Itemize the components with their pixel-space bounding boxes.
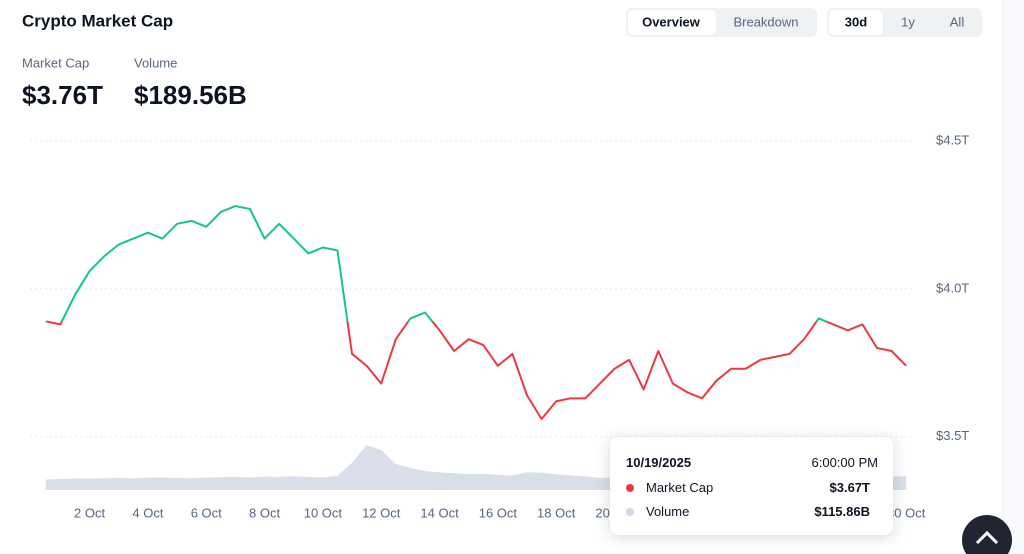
range-tab[interactable]: 30d [845,14,867,29]
stat-value: $189.56B [134,80,247,110]
x-tick-label: 4 Oct [132,505,163,520]
x-tick-label: 12 Oct [362,505,401,520]
stat-label: Market Cap [22,55,89,70]
y-tick-label: $4.0T [936,280,969,295]
side-panel [1003,0,1024,554]
tooltip-date: 10/19/2025 [626,455,692,470]
x-tick-label: 8 Oct [249,505,280,520]
view-tab-active[interactable] [628,10,716,35]
x-tick-label: 10 Oct [304,505,343,520]
tooltip-value: $115.86B [814,504,870,519]
title: Crypto Market Cap [22,11,173,30]
market-cap-line [45,205,907,421]
x-tick-label: 14 Oct [420,505,459,520]
tooltip-name: Market Cap [646,480,714,495]
stat-value: $3.76T [22,80,103,110]
x-tick-label: 2 Oct [74,505,105,520]
x-tick-label: 16 Oct [479,505,518,520]
tooltip-time: 6:00:00 PM [811,455,879,470]
tooltip-name: Volume [646,504,690,519]
range-tab[interactable]: 1y [901,14,915,29]
tooltip-value: $3.67T [829,480,870,495]
scroll-top-icon [975,530,999,545]
y-tick-label: $4.5T [936,132,969,147]
tooltip-dot [626,508,634,516]
range-tab-active[interactable] [829,10,883,35]
x-tick-label: 6 Oct [191,505,222,520]
y-tick-label: $3.5T [936,428,969,443]
x-tick-label: 30 Oct [887,505,926,520]
tooltip-dot [626,484,634,492]
range-tab[interactable]: All [950,14,965,29]
view-tab[interactable]: Breakdown [733,14,798,29]
view-tab[interactable]: Overview [642,14,701,29]
tooltip: 10/19/2025 6:00:00 PM Market Cap $3.67T … [610,437,893,535]
stat-label: Volume [134,55,177,70]
x-tick-label: 18 Oct [537,505,576,520]
